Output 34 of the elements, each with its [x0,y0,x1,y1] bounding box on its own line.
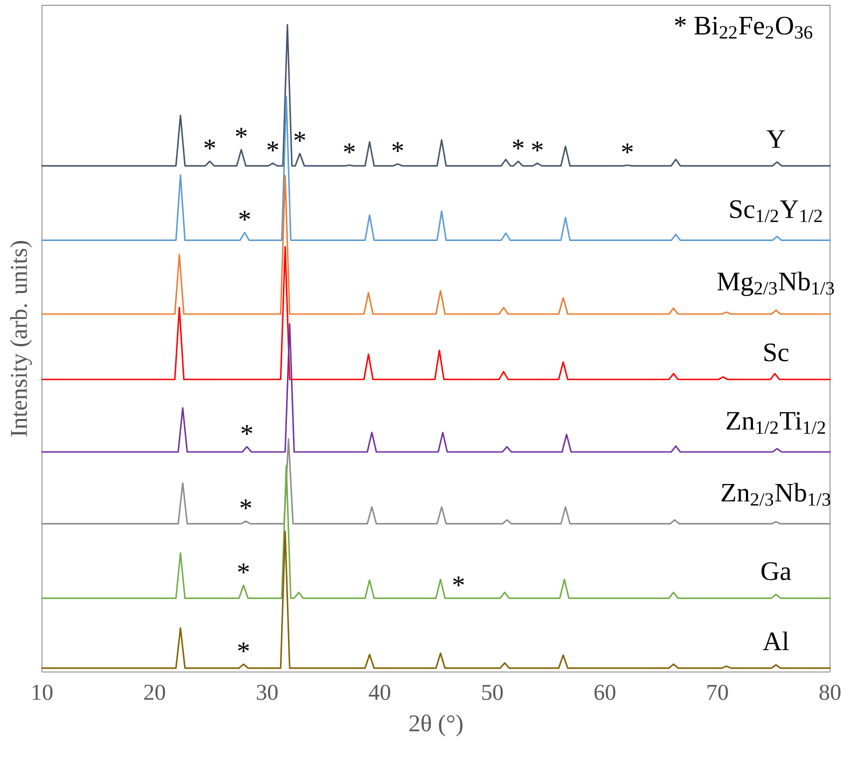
annotation: * [512,140,524,150]
series-label: Sc$_{1/2}$Y$_{1/2}$ [730,200,822,222]
series-label: Y [766,130,785,148]
x-tick-label: 20 [144,684,166,700]
series-label: Zn$_{1/2}$Ti$_{1/2}$ [726,412,825,434]
annotation: * [238,642,249,652]
x-tick-label: 80 [820,684,840,700]
annotation: * [238,564,249,574]
x-axis-title: 2θ (°) [410,714,462,736]
x-tick-label: 50 [482,684,503,700]
series-label: Al [762,632,789,650]
series-label: Zn$_{2/3}$Nb$_{1/3}$ [722,482,830,506]
annotation: * [236,128,247,138]
annotation: * [392,142,404,152]
annotation: * [267,142,278,152]
x-tick-label: 30 [256,684,278,700]
series-label: Sc [764,343,788,362]
annotation: * [240,499,252,510]
x-tick-label: 70 [708,684,728,700]
series-label: Ga [762,562,792,580]
annotation: * [294,132,306,142]
annotation: * [532,142,543,152]
annotation: * [204,140,216,150]
annotation: * [622,143,633,154]
annotation: * [453,576,464,586]
y-axis-title: Intensity (arb. units) [10,241,32,436]
annotation: * [344,143,355,154]
annotation: * Bi$_{22}$Fe$_{2}$O$_{36}$ [674,16,812,39]
annotation: * [239,210,250,221]
x-tick-label: 40 [368,684,390,700]
series-label: Mg$_{2/3}$Nb$_{1/3}$ [717,272,834,296]
x-tick-label: 10 [32,684,52,700]
annotation: * [242,425,252,435]
x-tick-label: 60 [594,684,616,700]
